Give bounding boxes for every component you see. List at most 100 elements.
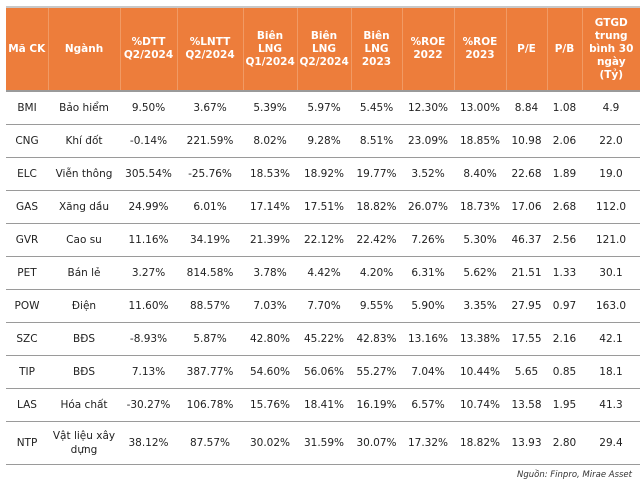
table-cell: 4.20% xyxy=(351,256,402,290)
table-cell: GAS xyxy=(6,190,48,224)
table-row: PET Bán lẻ 3.27% 814.58% 3.78% 4.42% 4.20% 6.31… xyxy=(6,256,640,290)
table-cell: 23.09% xyxy=(402,124,454,158)
table-cell: 19.77% xyxy=(351,157,402,191)
table-cell: POW xyxy=(6,289,48,323)
table-row: TIP BĐS 7.13% 387.77% 54.60% 56.06% 55.27% 7.04… xyxy=(6,355,640,389)
table-cell: 30.02% xyxy=(243,421,297,465)
table-cell: GVR xyxy=(6,223,48,257)
table-cell: 17.32% xyxy=(402,421,454,465)
table-cell: 31.59% xyxy=(297,421,351,465)
table-cell: 38.12% xyxy=(120,421,177,465)
table-cell: 27.95 xyxy=(506,289,547,323)
table-cell: 18.85% xyxy=(454,124,506,158)
table-row: POW Điện 11.60% 88.57% 7.03% 7.70% 9.55% 5.90% 3… xyxy=(6,289,640,323)
table-cell: 112.0 xyxy=(582,190,640,224)
table-cell: BMI xyxy=(6,91,48,125)
table-cell: -8.93% xyxy=(120,322,177,356)
table-cell: Vật liệu xây dựng xyxy=(48,421,120,465)
table-cell: 29.4 xyxy=(582,421,640,465)
table-cell: 17.51% xyxy=(297,190,351,224)
table-cell: 5.45% xyxy=(351,91,402,125)
table-cell: 17.14% xyxy=(243,190,297,224)
table-cell: 88.57% xyxy=(177,289,243,323)
column-header: P/B xyxy=(546,6,582,92)
table-cell: 8.84 xyxy=(506,91,547,125)
table-row: GVR Cao su 11.16% 34.19% 21.39% 22.12% 22.42% 7… xyxy=(6,223,640,257)
table-cell: 1.95 xyxy=(547,388,582,422)
table-cell: Xăng dầu xyxy=(48,190,120,224)
table-cell: 387.77% xyxy=(177,355,243,389)
table-cell: 17.55 xyxy=(506,322,547,356)
table-cell: 30.07% xyxy=(351,421,402,465)
table-cell: 106.78% xyxy=(177,388,243,422)
table-cell: 305.54% xyxy=(120,157,177,191)
table-cell: 12.30% xyxy=(402,91,454,125)
table-cell: 3.35% xyxy=(454,289,506,323)
table-cell: TIP xyxy=(6,355,48,389)
table-cell: 13.93 xyxy=(506,421,547,465)
table-cell: 814.58% xyxy=(177,256,243,290)
table-cell: -25.76% xyxy=(177,157,243,191)
table-cell: 15.76% xyxy=(243,388,297,422)
table-cell: 3.67% xyxy=(177,91,243,125)
table-cell: 18.82% xyxy=(351,190,402,224)
table-cell: 42.80% xyxy=(243,322,297,356)
table-row: ELC Viễn thông 305.54% -25.76% 18.53% 18.92% 1… xyxy=(6,157,640,191)
table-cell: 8.02% xyxy=(243,124,297,158)
table-cell: -0.14% xyxy=(120,124,177,158)
table-cell: 6.31% xyxy=(402,256,454,290)
table-cell: 5.90% xyxy=(402,289,454,323)
table-cell: PET xyxy=(6,256,48,290)
table-cell: 9.50% xyxy=(120,91,177,125)
table-cell: 19.0 xyxy=(582,157,640,191)
table-row: NTP Vật liệu xây dựng 38.12% 87.57% 30.02% 31… xyxy=(6,421,640,465)
table-cell: 30.1 xyxy=(582,256,640,290)
table-cell: SZC xyxy=(6,322,48,356)
column-header: GTGD trung bình 30 ngày (Tỷ) xyxy=(581,6,640,92)
table-row: GAS Xăng dầu 24.99% 6.01% 17.14% 17.51% 18.82%… xyxy=(6,190,640,224)
table-cell: 22.0 xyxy=(582,124,640,158)
table-cell: 11.60% xyxy=(120,289,177,323)
table-cell: 3.52% xyxy=(402,157,454,191)
table-row: LAS Hóa chất -30.27% 106.78% 15.76% 18.41% 16.… xyxy=(6,388,640,422)
table-cell: 3.27% xyxy=(120,256,177,290)
column-header: %DTT Q2/2024 xyxy=(119,6,177,92)
table-cell: 7.03% xyxy=(243,289,297,323)
table-cell: NTP xyxy=(6,421,48,465)
financial-table: Mã CK Ngành %DTT Q2/2024 %LNTT Q2/2024 Biên … xyxy=(6,6,640,465)
table-cell: Điện xyxy=(48,289,120,323)
column-header: Ngành xyxy=(47,6,120,92)
table-cell: 45.22% xyxy=(297,322,351,356)
column-header: Biên LNG 2023 xyxy=(350,6,402,92)
table-cell: 9.55% xyxy=(351,289,402,323)
table-cell: 26.07% xyxy=(402,190,454,224)
table-cell: Bán lẻ xyxy=(48,256,120,290)
table-cell: BĐS xyxy=(48,322,120,356)
table-cell: Cao su xyxy=(48,223,120,257)
table-cell: 46.37 xyxy=(506,223,547,257)
table-cell: 3.78% xyxy=(243,256,297,290)
table-cell: 18.92% xyxy=(297,157,351,191)
column-header: Mã CK xyxy=(6,6,48,92)
table-cell: 1.33 xyxy=(547,256,582,290)
table-cell: 7.13% xyxy=(120,355,177,389)
table-cell: 5.62% xyxy=(454,256,506,290)
table-cell: 9.28% xyxy=(297,124,351,158)
table-cell: 22.12% xyxy=(297,223,351,257)
table-cell: 163.0 xyxy=(582,289,640,323)
table-cell: 22.68 xyxy=(506,157,547,191)
table-cell: 221.59% xyxy=(177,124,243,158)
table-cell: 17.06 xyxy=(506,190,547,224)
table-cell: 5.39% xyxy=(243,91,297,125)
table-cell: 13.38% xyxy=(454,322,506,356)
table-cell: Khí đốt xyxy=(48,124,120,158)
table-cell: 42.83% xyxy=(351,322,402,356)
table-cell: 18.82% xyxy=(454,421,506,465)
table-cell: 1.08 xyxy=(547,91,582,125)
table-cell: ELC xyxy=(6,157,48,191)
table-cell: 56.06% xyxy=(297,355,351,389)
column-header: Biên LNG Q2/2024 xyxy=(296,6,351,92)
table-cell: 4.42% xyxy=(297,256,351,290)
table-cell: 1.89 xyxy=(547,157,582,191)
table-cell: 6.01% xyxy=(177,190,243,224)
